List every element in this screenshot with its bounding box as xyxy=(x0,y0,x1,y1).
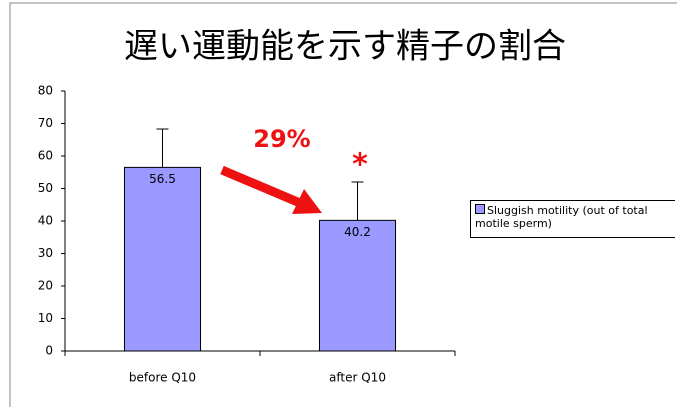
data-label: 40.2 xyxy=(344,225,371,239)
y-tick-label: 50 xyxy=(38,181,53,195)
y-tick-label: 20 xyxy=(38,279,53,293)
y-tick-label: 40 xyxy=(38,214,53,228)
annotation: * xyxy=(352,148,368,183)
x-tick-label: before Q10 xyxy=(129,371,196,385)
annotation: 29% xyxy=(253,125,310,153)
data-label: 56.5 xyxy=(149,172,176,186)
x-tick-label: after Q10 xyxy=(329,371,386,385)
bar xyxy=(123,166,202,352)
y-tick-label: 0 xyxy=(45,344,53,358)
y-tick-label: 10 xyxy=(38,311,53,325)
legend-label: Sluggish motility (out of total motile s… xyxy=(475,204,648,230)
legend: Sluggish motility (out of total motile s… xyxy=(470,200,675,238)
legend-swatch xyxy=(475,204,485,214)
y-tick-label: 60 xyxy=(38,149,53,163)
y-tick-label: 70 xyxy=(38,116,53,130)
arrow-head xyxy=(292,189,322,214)
y-tick-label: 30 xyxy=(38,246,53,260)
y-tick-label: 80 xyxy=(38,84,53,98)
bar xyxy=(318,219,397,352)
chart-title: 遅い運動能を示す精子の割合 xyxy=(124,27,566,67)
arrow xyxy=(220,165,322,214)
arrow-shaft xyxy=(220,165,302,208)
